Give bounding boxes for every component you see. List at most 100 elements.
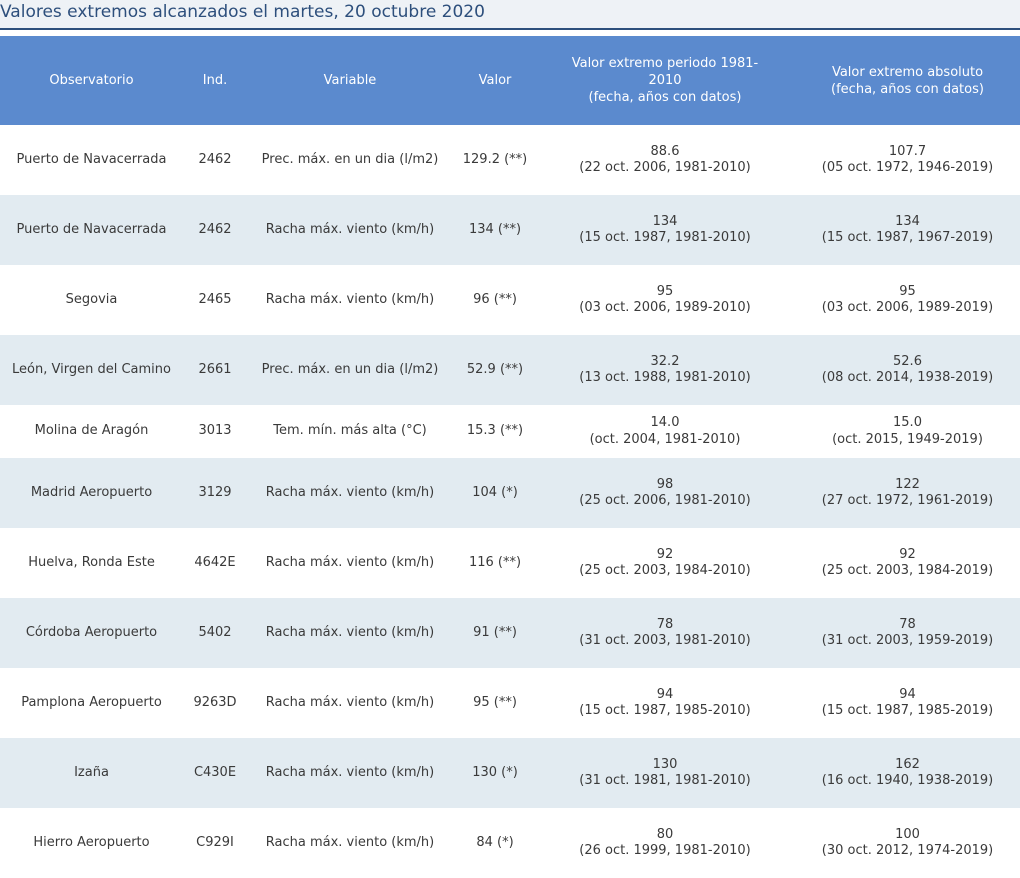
cell-ind: 9263D bbox=[185, 668, 245, 738]
table-header-row: Observatorio Ind. Variable Valor Valor e… bbox=[0, 36, 1020, 125]
periodo-detail: (25 oct. 2003, 1984-2010) bbox=[579, 563, 751, 578]
cell-valor: 96 (**) bbox=[455, 265, 535, 335]
header-periodo-line3: (fecha, años con datos) bbox=[588, 90, 742, 105]
periodo-value: 32.2 bbox=[650, 353, 680, 369]
header-absoluto: Valor extremo absoluto (fecha, años con … bbox=[795, 36, 1020, 125]
absoluto-detail: (25 oct. 2003, 1984-2019) bbox=[821, 563, 994, 578]
absoluto-detail: (08 oct. 2014, 1938-2019) bbox=[821, 370, 994, 385]
cell-absoluto: 100 (30 oct. 2012, 1974-2019) bbox=[795, 808, 1020, 878]
cell-absoluto: 162 (16 oct. 1940, 1938-2019) bbox=[795, 738, 1020, 808]
cell-ind: 2462 bbox=[185, 125, 245, 195]
cell-ind: 5402 bbox=[185, 598, 245, 668]
table-row: Hierro Aeropuerto C929I Racha máx. vient… bbox=[0, 808, 1020, 878]
cell-variable: Racha máx. viento (km/h) bbox=[245, 265, 455, 335]
absoluto-detail: (05 oct. 1972, 1946-2019) bbox=[821, 160, 994, 175]
periodo-value: 92 bbox=[656, 546, 674, 562]
header-ind: Ind. bbox=[185, 36, 245, 125]
cell-variable: Racha máx. viento (km/h) bbox=[245, 808, 455, 878]
periodo-value: 14.0 bbox=[650, 415, 680, 430]
table-row: León, Virgen del Camino 2661 Prec. máx. … bbox=[0, 335, 1020, 405]
absoluto-detail: (oct. 2015, 1949-2019) bbox=[832, 431, 983, 447]
cell-observatorio: Molina de Aragón bbox=[0, 405, 185, 458]
cell-observatorio: Pamplona Aeropuerto bbox=[0, 668, 185, 738]
cell-valor: 116 (**) bbox=[455, 528, 535, 598]
absoluto-detail: (27 oct. 1972, 1961-2019) bbox=[821, 493, 994, 508]
absoluto-detail: (15 oct. 1987, 1985-2019) bbox=[821, 703, 994, 718]
cell-periodo: 95 (03 oct. 2006, 1989-2010) bbox=[535, 265, 795, 335]
periodo-value: 130 bbox=[652, 756, 678, 772]
absoluto-detail: (16 oct. 1940, 1938-2019) bbox=[821, 773, 994, 788]
caption-bar: Valores extremos alcanzados el martes, 2… bbox=[0, 0, 1020, 30]
cell-periodo: 130 (31 oct. 1981, 1981-2010) bbox=[535, 738, 795, 808]
header-observatorio: Observatorio bbox=[0, 36, 185, 125]
cell-observatorio: Puerto de Navacerrada bbox=[0, 195, 185, 265]
absoluto-detail: (31 oct. 2003, 1959-2019) bbox=[821, 633, 994, 648]
cell-absoluto: 107.7 (05 oct. 1972, 1946-2019) bbox=[795, 125, 1020, 195]
cell-ind: 2661 bbox=[185, 335, 245, 405]
cell-variable: Racha máx. viento (km/h) bbox=[245, 458, 455, 528]
cell-valor: 95 (**) bbox=[455, 668, 535, 738]
cell-absoluto: 52.6 (08 oct. 2014, 1938-2019) bbox=[795, 335, 1020, 405]
periodo-detail: (13 oct. 1988, 1981-2010) bbox=[579, 370, 751, 385]
periodo-detail: (31 oct. 1981, 1981-2010) bbox=[579, 773, 751, 788]
absoluto-value: 52.6 bbox=[893, 353, 922, 369]
periodo-value: 98 bbox=[656, 476, 674, 492]
cell-valor: 52.9 (**) bbox=[455, 335, 535, 405]
periodo-detail: (25 oct. 2006, 1981-2010) bbox=[579, 493, 751, 508]
cell-ind: 3013 bbox=[185, 405, 245, 458]
periodo-detail: (31 oct. 2003, 1981-2010) bbox=[579, 633, 751, 648]
absoluto-value: 162 bbox=[895, 756, 920, 772]
table-caption: Valores extremos alcanzados el martes, 2… bbox=[0, 2, 485, 22]
header-variable: Variable bbox=[245, 36, 455, 125]
header-periodo-line2: 2010 bbox=[648, 73, 682, 88]
cell-absoluto: 122 (27 oct. 1972, 1961-2019) bbox=[795, 458, 1020, 528]
cell-periodo: 98 (25 oct. 2006, 1981-2010) bbox=[535, 458, 795, 528]
absoluto-value: 122 bbox=[895, 476, 920, 492]
absoluto-detail: (03 oct. 2006, 1989-2019) bbox=[821, 300, 994, 315]
header-valor: Valor bbox=[455, 36, 535, 125]
cell-valor: 84 (*) bbox=[455, 808, 535, 878]
header-absoluto-line2: (fecha, años con datos) bbox=[831, 81, 984, 97]
cell-periodo: 32.2 (13 oct. 1988, 1981-2010) bbox=[535, 335, 795, 405]
cell-observatorio: Puerto de Navacerrada bbox=[0, 125, 185, 195]
cell-periodo: 80 (26 oct. 1999, 1981-2010) bbox=[535, 808, 795, 878]
periodo-value: 94 bbox=[656, 686, 674, 702]
cell-variable: Racha máx. viento (km/h) bbox=[245, 598, 455, 668]
absoluto-value: 78 bbox=[899, 616, 916, 632]
periodo-detail: (15 oct. 1987, 1981-2010) bbox=[579, 230, 751, 245]
table-row: Molina de Aragón 3013 Tem. mín. más alta… bbox=[0, 405, 1020, 458]
cell-valor: 104 (*) bbox=[455, 458, 535, 528]
cell-periodo: 88.6 (22 oct. 2006, 1981-2010) bbox=[535, 125, 795, 195]
cell-valor: 130 (*) bbox=[455, 738, 535, 808]
cell-valor: 129.2 (**) bbox=[455, 125, 535, 195]
header-periodo: Valor extremo periodo 1981- 2010 (fecha,… bbox=[535, 36, 795, 125]
cell-observatorio: León, Virgen del Camino bbox=[0, 335, 185, 405]
cell-ind: C929I bbox=[185, 808, 245, 878]
periodo-detail: (03 oct. 2006, 1989-2010) bbox=[579, 300, 751, 315]
table-row: Córdoba Aeropuerto 5402 Racha máx. vient… bbox=[0, 598, 1020, 668]
cell-variable: Prec. máx. en un dia (l/m2) bbox=[245, 335, 455, 405]
extreme-values-table: Observatorio Ind. Variable Valor Valor e… bbox=[0, 36, 1020, 878]
periodo-detail: (oct. 2004, 1981-2010) bbox=[589, 431, 741, 447]
table-row: Segovia 2465 Racha máx. viento (km/h) 96… bbox=[0, 265, 1020, 335]
cell-ind: 4642E bbox=[185, 528, 245, 598]
cell-ind: C430E bbox=[185, 738, 245, 808]
cell-observatorio: Madrid Aeropuerto bbox=[0, 458, 185, 528]
absoluto-value: 95 bbox=[899, 283, 916, 299]
cell-absoluto: 134 (15 oct. 1987, 1967-2019) bbox=[795, 195, 1020, 265]
cell-ind: 2465 bbox=[185, 265, 245, 335]
table-row: Puerto de Navacerrada 2462 Prec. máx. en… bbox=[0, 125, 1020, 195]
cell-valor: 91 (**) bbox=[455, 598, 535, 668]
cell-absoluto: 94 (15 oct. 1987, 1985-2019) bbox=[795, 668, 1020, 738]
cell-absoluto: 92 (25 oct. 2003, 1984-2019) bbox=[795, 528, 1020, 598]
periodo-detail: (22 oct. 2006, 1981-2010) bbox=[579, 160, 751, 175]
table-row: Huelva, Ronda Este 4642E Racha máx. vien… bbox=[0, 528, 1020, 598]
cell-observatorio: Segovia bbox=[0, 265, 185, 335]
absoluto-detail: (30 oct. 2012, 1974-2019) bbox=[821, 843, 994, 858]
absoluto-value: 100 bbox=[895, 826, 920, 842]
cell-ind: 2462 bbox=[185, 195, 245, 265]
cell-absoluto: 95 (03 oct. 2006, 1989-2019) bbox=[795, 265, 1020, 335]
table-row: Puerto de Navacerrada 2462 Racha máx. vi… bbox=[0, 195, 1020, 265]
periodo-value: 95 bbox=[656, 283, 674, 299]
cell-ind: 3129 bbox=[185, 458, 245, 528]
